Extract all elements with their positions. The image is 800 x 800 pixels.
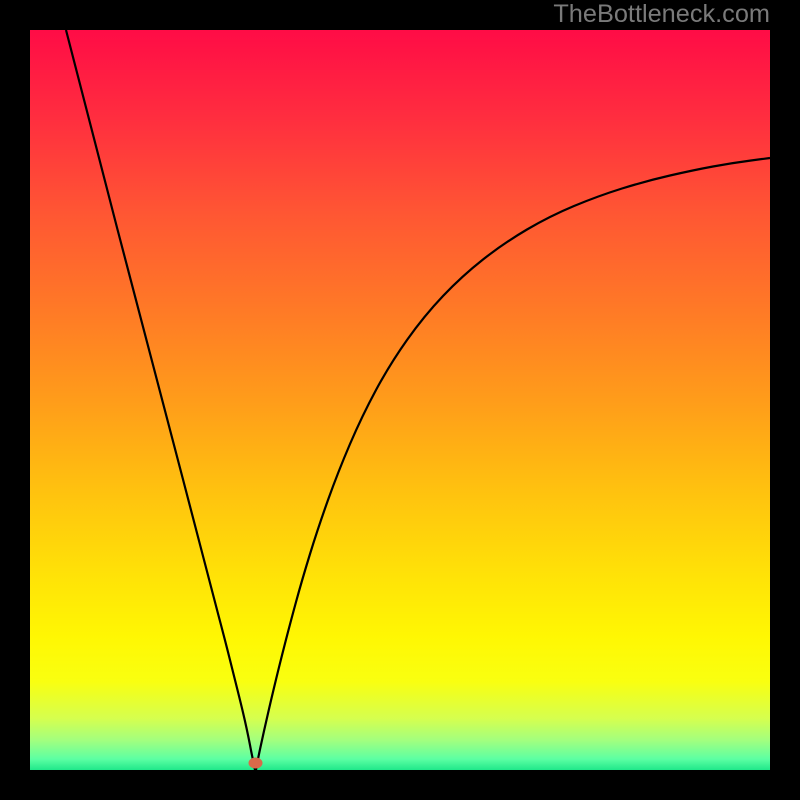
watermark-text: TheBottleneck.com <box>553 0 770 28</box>
plot-area <box>30 30 770 770</box>
optimal-point-marker <box>249 758 263 769</box>
bottleneck-chart: TheBottleneck.com <box>0 0 800 800</box>
